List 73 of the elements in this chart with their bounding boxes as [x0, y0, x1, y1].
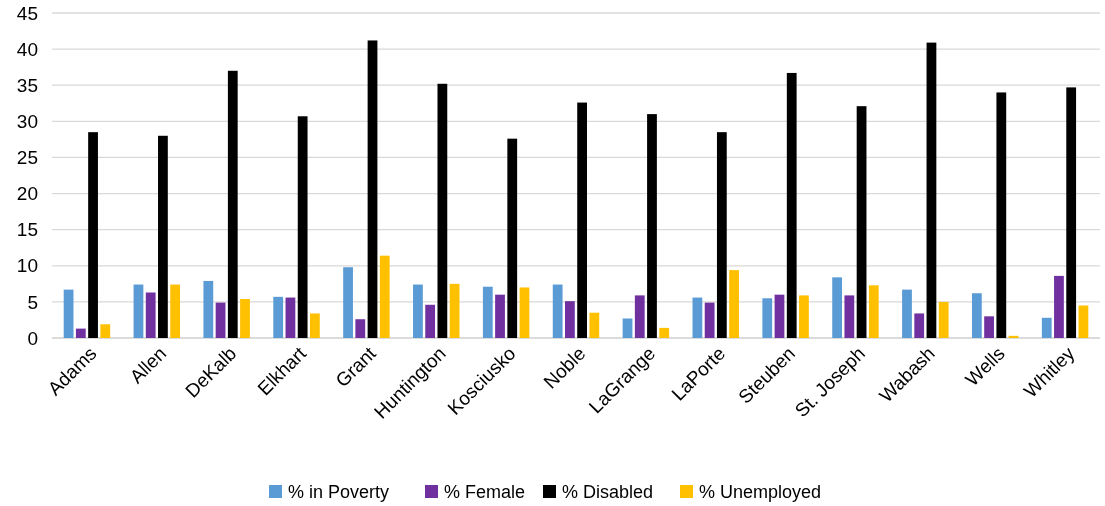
bar	[565, 301, 575, 338]
y-tick-label: 35	[16, 74, 38, 96]
y-tick-label: 0	[27, 327, 38, 349]
legend-label: % Female	[444, 482, 526, 503]
bar	[425, 304, 436, 338]
bar	[100, 324, 111, 338]
bar	[437, 83, 448, 338]
y-tick-label: 20	[16, 183, 38, 205]
bar	[716, 132, 727, 338]
legend-label: % in Poverty	[288, 482, 390, 503]
y-tick-label: 5	[27, 291, 38, 313]
bar	[215, 302, 226, 338]
bar	[367, 40, 378, 338]
bar	[240, 299, 250, 338]
bar	[449, 283, 460, 338]
bar	[285, 297, 296, 338]
y-tick-label: 40	[16, 38, 38, 60]
bar	[786, 72, 797, 338]
bar	[762, 298, 773, 338]
bar	[971, 293, 982, 338]
bar	[552, 284, 563, 338]
y-tick-label: 45	[16, 2, 38, 24]
bar	[1066, 87, 1077, 338]
bar	[1054, 275, 1064, 338]
bar	[379, 255, 390, 338]
bar	[75, 328, 86, 338]
bar	[170, 284, 181, 338]
bar	[729, 270, 739, 338]
bar	[647, 114, 657, 338]
bar	[297, 116, 308, 338]
bar	[343, 267, 353, 338]
bar	[984, 316, 994, 338]
legend-label: % Unemployed	[699, 482, 822, 503]
bar	[926, 42, 937, 338]
bar	[856, 106, 867, 338]
legend-label: % Disabled	[562, 482, 654, 503]
bar	[519, 287, 530, 338]
bar	[914, 313, 925, 338]
bar	[704, 302, 715, 338]
y-tick-label: 25	[16, 147, 38, 169]
bar	[1041, 317, 1052, 338]
bar	[902, 289, 912, 338]
bar	[158, 135, 168, 338]
bar	[482, 286, 493, 338]
bar	[495, 294, 505, 338]
bar	[88, 132, 98, 338]
bar	[227, 70, 238, 338]
y-tick-label: 15	[16, 219, 38, 241]
bar	[309, 313, 320, 338]
bar	[774, 294, 785, 338]
bar	[1078, 305, 1089, 338]
bar	[507, 138, 518, 338]
bar	[692, 297, 703, 338]
y-tick-label: 30	[16, 110, 38, 132]
bar	[145, 292, 156, 338]
bar	[589, 312, 600, 338]
bar	[844, 295, 855, 338]
y-tick-label: 10	[16, 255, 38, 277]
bar	[133, 284, 144, 338]
bar	[577, 102, 587, 338]
bar	[63, 289, 74, 338]
bar	[413, 284, 423, 338]
bar	[659, 327, 670, 338]
bar	[273, 296, 284, 338]
bar	[634, 295, 645, 338]
bar	[832, 277, 843, 338]
bar	[938, 301, 949, 338]
bar	[622, 318, 633, 338]
bar	[996, 92, 1007, 338]
bar	[868, 285, 879, 338]
bar	[799, 295, 809, 338]
bar	[355, 319, 366, 338]
bar	[203, 280, 214, 338]
